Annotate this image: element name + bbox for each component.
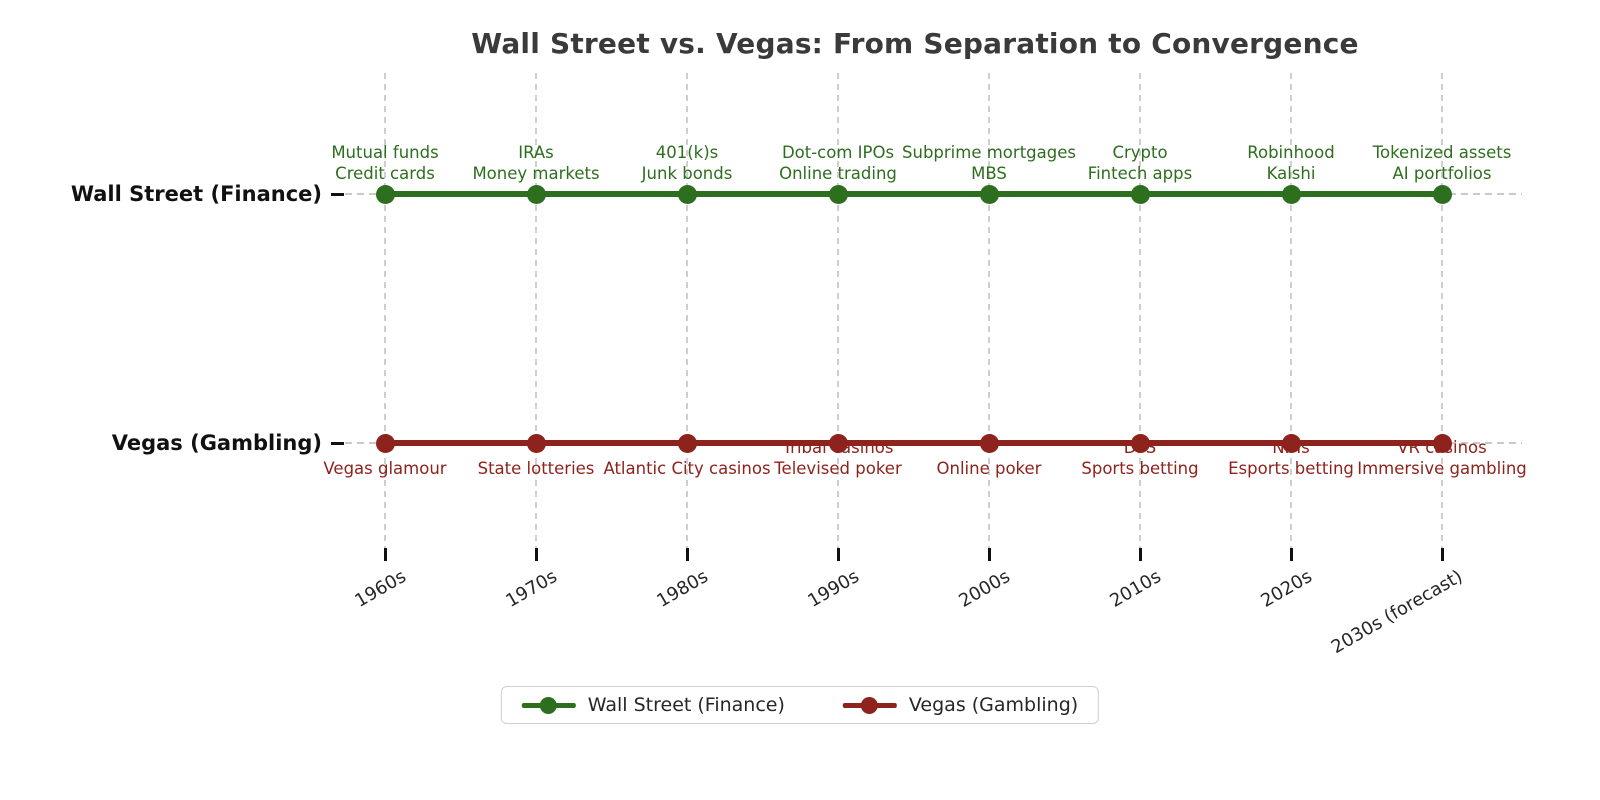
decade-gridline xyxy=(535,73,537,550)
x-axis-tick-label: 1980s xyxy=(653,566,712,612)
milestone-label: Online poker xyxy=(937,437,1042,479)
milestone-label-line: Atlantic City casinos xyxy=(603,459,771,478)
x-axis-tick xyxy=(686,548,689,561)
x-axis-tick xyxy=(988,548,991,561)
legend-label: Vegas (Gambling) xyxy=(908,694,1079,716)
milestone-label-line: Dot-com IPOs xyxy=(781,143,895,162)
data-point-marker xyxy=(677,184,697,204)
data-point-marker xyxy=(828,184,848,204)
x-axis-tick-label: 2010s xyxy=(1106,566,1165,612)
data-point-marker xyxy=(1281,433,1301,453)
x-axis-tick xyxy=(384,548,387,561)
chart-title: Wall Street vs. Vegas: From Separation t… xyxy=(471,27,1359,60)
legend-item: Vegas (Gambling) xyxy=(842,694,1079,716)
milestone-label-line: IRAs xyxy=(518,143,554,162)
x-axis-tick xyxy=(1290,548,1293,561)
y-axis-tick xyxy=(331,193,344,196)
milestone-label: Robinhood Kalshi xyxy=(1247,142,1334,184)
milestone-label: Subprime mortgages MBS xyxy=(902,142,1076,184)
x-axis-tick-label: 2030s (forecast) xyxy=(1328,566,1467,659)
legend: Wall Street (Finance) Vegas (Gambling) xyxy=(500,686,1100,724)
data-point-marker xyxy=(979,184,999,204)
data-point-marker xyxy=(1130,433,1150,453)
decade-gridline xyxy=(988,73,990,550)
milestone-label-line: Immersive gambling xyxy=(1357,459,1527,478)
legend-item: Wall Street (Finance) xyxy=(521,694,785,716)
milestone-label-line: Fintech apps xyxy=(1087,164,1193,183)
data-point-marker xyxy=(979,433,999,453)
decade-gridline xyxy=(1441,73,1443,550)
legend-line-marker-icon xyxy=(521,696,576,715)
milestone-label: 401(k)s Junk bonds xyxy=(642,142,733,184)
milestone-label: Atlantic City casinos xyxy=(603,437,770,479)
data-point-marker xyxy=(375,433,395,453)
decade-gridline xyxy=(686,73,688,550)
data-point-marker xyxy=(677,433,697,453)
milestone-label-line: Online trading xyxy=(779,164,897,183)
milestone-label-line: Subprime mortgages xyxy=(902,143,1076,162)
milestone-label-line: 401(k)s xyxy=(655,143,719,162)
milestone-label-line: Robinhood xyxy=(1247,143,1335,162)
x-axis-tick-label: 2000s xyxy=(955,566,1014,612)
milestone-label-line: AI portfolios xyxy=(1392,164,1492,183)
milestone-label: Crypto Fintech apps xyxy=(1088,142,1192,184)
data-point-marker xyxy=(1130,184,1150,204)
milestone-label-line: Money markets xyxy=(472,164,600,183)
data-point-marker xyxy=(1281,184,1301,204)
milestone-label: State lotteries xyxy=(478,437,595,479)
y-axis-tick xyxy=(331,442,344,445)
decade-gridline xyxy=(1290,73,1292,550)
milestone-label-line: Credit cards xyxy=(335,164,435,183)
x-axis-tick-label: 2020s xyxy=(1257,566,1316,612)
x-axis-tick-label: 1990s xyxy=(804,566,863,612)
data-point-marker xyxy=(375,184,395,204)
milestone-label-line: Mutual funds xyxy=(331,143,439,162)
milestone-label-line: Crypto xyxy=(1112,143,1168,162)
x-axis-tick xyxy=(535,548,538,561)
milestone-label-line: Vegas glamour xyxy=(323,459,447,478)
milestone-label: Mutual funds Credit cards xyxy=(331,142,438,184)
milestone-label-line: Sports betting xyxy=(1081,459,1199,478)
milestone-label-line: Esports betting xyxy=(1228,459,1354,478)
legend-line-marker-icon xyxy=(842,696,897,715)
milestone-label: Dot-com IPOs Online trading xyxy=(779,142,897,184)
milestone-label-line: Junk bonds xyxy=(641,164,733,183)
decade-gridline xyxy=(1139,73,1141,550)
x-axis-tick xyxy=(837,548,840,561)
milestone-label-line: Online poker xyxy=(936,459,1042,478)
data-point-marker xyxy=(828,433,848,453)
series-line xyxy=(385,440,1442,446)
y-axis-label: Vegas (Gambling) xyxy=(111,431,322,455)
series-line xyxy=(385,191,1442,197)
y-axis-label: Wall Street (Finance) xyxy=(70,182,322,206)
decade-gridline xyxy=(384,73,386,550)
data-point-marker xyxy=(1432,184,1452,204)
x-axis-tick-label: 1970s xyxy=(502,566,561,612)
milestone-label: Vegas glamour xyxy=(323,437,446,479)
milestone-label: IRAs Money markets xyxy=(472,142,599,184)
milestone-label-line: State lotteries xyxy=(477,459,595,478)
x-axis-tick-label: 1960s xyxy=(351,566,410,612)
milestone-label-line: Kalshi xyxy=(1266,164,1316,183)
milestone-label-line: MBS xyxy=(971,164,1007,183)
milestone-label-line: Televised poker xyxy=(774,459,902,478)
milestone-label: Tokenized assets AI portfolios xyxy=(1373,142,1512,184)
milestone-label-line: Tokenized assets xyxy=(1372,143,1512,162)
decade-gridline xyxy=(837,73,839,550)
data-point-marker xyxy=(526,184,546,204)
data-point-marker xyxy=(1432,433,1452,453)
legend-label: Wall Street (Finance) xyxy=(587,694,785,716)
data-point-marker xyxy=(526,433,546,453)
x-axis-tick xyxy=(1441,548,1444,561)
x-axis-tick xyxy=(1139,548,1142,561)
